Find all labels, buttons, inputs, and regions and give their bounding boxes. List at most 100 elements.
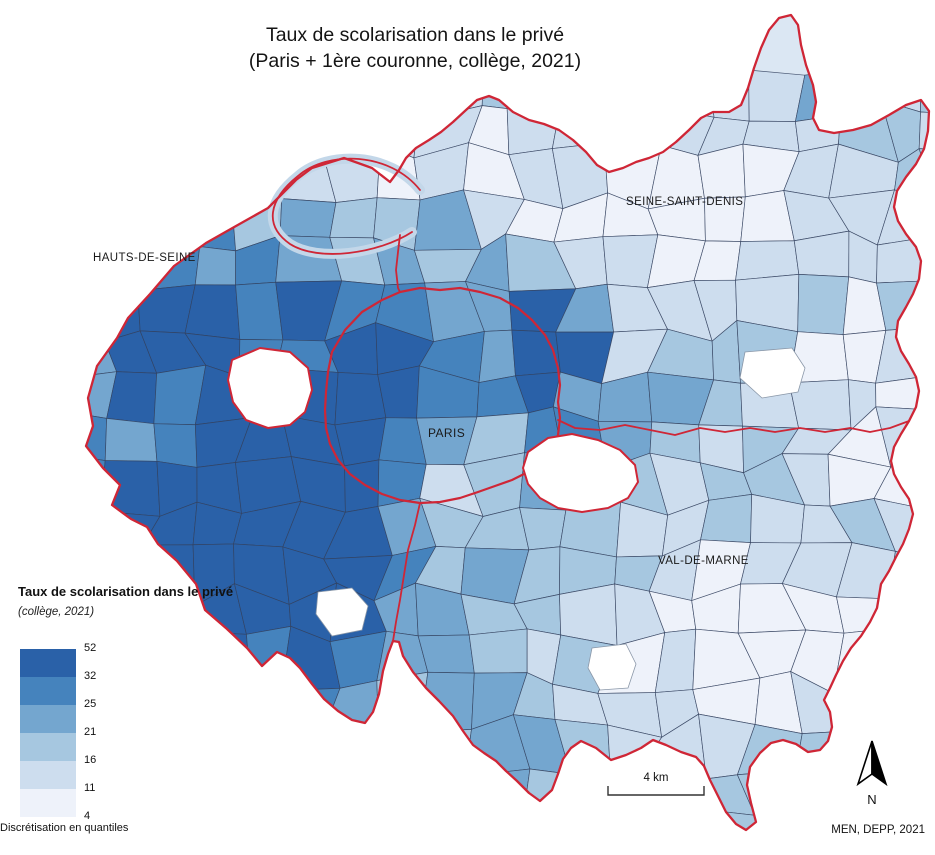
- commune-cell: [511, 823, 573, 830]
- commune-cell: [325, 724, 379, 782]
- commune-cell: [320, 70, 375, 122]
- commune-cell: [235, 281, 284, 341]
- commune-cell: [840, 65, 897, 116]
- commune-cell: [735, 240, 800, 281]
- commune-cell: [86, 371, 118, 419]
- page-title: Taux de scolarisation dans le privé (Par…: [0, 22, 830, 74]
- bois-de-vincennes: [522, 433, 639, 513]
- commune-cell: [184, 284, 241, 340]
- commune-cell: [279, 198, 337, 238]
- commune-cell: [194, 246, 236, 286]
- commune-cell: [140, 101, 205, 166]
- commune-cell: [795, 758, 840, 820]
- legend: Taux de scolarisation dans le privé (col…: [18, 584, 248, 822]
- commune-cell: [922, 589, 929, 633]
- boundary-93-94: [557, 419, 910, 436]
- commune-cell: [880, 65, 921, 113]
- commune-cell: [235, 713, 294, 781]
- commune-cell: [506, 68, 565, 110]
- commune-cell: [923, 716, 929, 776]
- label-seine-saint-denis: SEINE-SAINT-DENIS: [626, 196, 744, 208]
- north-arrow-label: N: [867, 792, 877, 807]
- commune-cell: [95, 101, 150, 166]
- commune-cell: [238, 850, 298, 855]
- commune-cell: [100, 186, 160, 253]
- commune-cell: [700, 493, 753, 543]
- commune-cell: [86, 408, 108, 461]
- commune-cell: [86, 282, 106, 342]
- legend-swatch: [20, 761, 76, 789]
- commune-cell: [153, 423, 198, 468]
- commune-cell: [137, 141, 205, 199]
- commune-cell: [142, 807, 186, 830]
- map-overlays: [84, 13, 931, 832]
- legend-note: Discrétisation en quantiles: [0, 822, 129, 834]
- commune-cell: [877, 673, 924, 724]
- commune-cell: [424, 805, 476, 830]
- commune-cell: [199, 714, 248, 781]
- legend-break-label: 16: [84, 754, 97, 766]
- commune-cell: [86, 511, 104, 554]
- commune-cell: [692, 850, 761, 855]
- commune-cell: [100, 510, 161, 546]
- commune-cell: [140, 772, 201, 816]
- no-data-area: [315, 587, 369, 637]
- commune-cell: [321, 808, 387, 830]
- commune-cell: [511, 850, 576, 855]
- commune-cell: [329, 197, 378, 239]
- commune-cell: [918, 408, 929, 467]
- boundary-92-94: [392, 502, 421, 642]
- commune-cell: [93, 634, 154, 681]
- commune-cell: [279, 763, 340, 822]
- commune-cell: [923, 759, 929, 809]
- region-outline: [84, 13, 931, 832]
- commune-cell: [655, 804, 693, 830]
- commune-cell: [918, 111, 929, 152]
- commune-cell: [419, 671, 475, 733]
- commune-cell: [144, 631, 197, 676]
- legend-break-label: 32: [84, 670, 97, 682]
- commune-cell: [196, 67, 235, 116]
- commune-cell: [419, 728, 472, 780]
- commune-cell: [102, 772, 154, 809]
- commune-cell: [797, 274, 850, 336]
- commune-cell: [751, 850, 792, 855]
- commune-cell: [140, 725, 202, 774]
- scale-bar: 4 km: [600, 772, 712, 803]
- label-hauts-de-seine: HAUTS-DE-SEINE: [93, 252, 196, 264]
- label-val-de-marne: VAL-DE-MARNE: [658, 555, 749, 567]
- no-data-area: [587, 643, 637, 691]
- commune-cell: [190, 631, 250, 676]
- commune-cell: [104, 418, 158, 462]
- commune-cell: [100, 460, 161, 517]
- title-line1: Taux de scolarisation dans le privé: [265, 24, 565, 46]
- commune-cell: [375, 818, 428, 830]
- legend-swatch: [20, 705, 76, 733]
- commune-cell: [376, 770, 429, 824]
- commune-cell: [564, 816, 601, 830]
- commune-cell: [182, 772, 248, 819]
- legend-break-label: 52: [84, 642, 97, 654]
- bois-de-boulogne: [227, 347, 313, 429]
- commune-cell: [464, 768, 531, 825]
- legend-swatch: [20, 649, 76, 677]
- commune-cell: [795, 730, 848, 771]
- legend-subtitle: (collège, 2021): [18, 606, 95, 618]
- boundary-92-93: [395, 234, 401, 293]
- commune-cell: [344, 459, 380, 513]
- commune-cell: [290, 713, 329, 782]
- commune-cell: [551, 99, 623, 149]
- legend-break-label: 11: [84, 782, 96, 794]
- commune-cell: [417, 634, 475, 674]
- commune-cell: [922, 234, 929, 296]
- commune-cell: [922, 629, 929, 688]
- commune-cell: [836, 596, 892, 634]
- label-paris: PARIS: [428, 426, 466, 440]
- commune-cell: [603, 106, 662, 146]
- commune-cell: [377, 727, 429, 780]
- commune-cell: [368, 115, 419, 159]
- commune-cell: [554, 719, 611, 775]
- commune-cell: [334, 417, 387, 467]
- legend-break-label: 25: [84, 698, 97, 710]
